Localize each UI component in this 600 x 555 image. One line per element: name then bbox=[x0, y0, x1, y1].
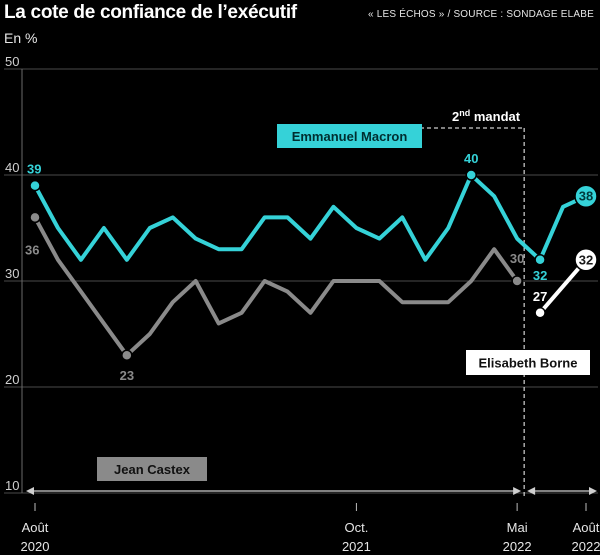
macron-legend-box bbox=[277, 124, 422, 148]
second-term-label: 2nd mandat bbox=[452, 108, 521, 124]
borne-value-label: 27 bbox=[533, 289, 547, 304]
y-tick-label-50: 50 bbox=[5, 54, 19, 69]
macron-point-marker bbox=[29, 179, 41, 192]
castex-value-label: 30 bbox=[510, 251, 524, 266]
x-tick-label: Oct. bbox=[344, 520, 368, 535]
x-tick-label: Août bbox=[22, 520, 49, 535]
y-tick-label-20: 20 bbox=[5, 372, 19, 387]
x-tick-year: 2022 bbox=[572, 539, 600, 554]
macron-end-marker bbox=[574, 184, 598, 208]
castex-point-marker bbox=[511, 275, 523, 287]
castex-value-label: 36 bbox=[25, 242, 39, 257]
macron-end-label: 38 bbox=[579, 189, 593, 204]
castex-legend-box bbox=[97, 457, 207, 481]
macron-point-marker bbox=[534, 254, 546, 266]
x-tick-year: 2020 bbox=[21, 539, 50, 554]
chart-title: La cote de confiance de l’exécutif bbox=[4, 2, 297, 23]
borne-legend-box bbox=[466, 350, 590, 375]
macron-line bbox=[33, 173, 588, 262]
castex-line bbox=[33, 215, 520, 358]
x-tick-label: Mai bbox=[507, 520, 528, 535]
y-tick-label-10: 10 bbox=[5, 478, 19, 493]
macron-value-label: 32 bbox=[533, 268, 547, 283]
borne-legend-label: Elisabeth Borne bbox=[479, 356, 578, 371]
castex-period-arrow-head-right bbox=[513, 487, 522, 495]
x-tick-label: Août bbox=[573, 520, 600, 535]
castex-legend-label: Jean Castex bbox=[114, 462, 191, 477]
borne-period-arrow-head-left bbox=[527, 487, 536, 495]
y-tick-label-30: 30 bbox=[5, 266, 19, 281]
castex-point-marker bbox=[121, 349, 133, 361]
x-tick-year: 2021 bbox=[342, 539, 371, 554]
macron-value-label: 39 bbox=[27, 162, 41, 177]
macron-point-marker bbox=[465, 169, 477, 181]
y-axis-unit: En % bbox=[4, 30, 38, 46]
borne-period-arrow-head-right bbox=[589, 487, 597, 495]
x-tick-year: 2022 bbox=[503, 539, 532, 554]
borne-end-marker bbox=[574, 248, 598, 272]
castex-point-marker bbox=[29, 211, 41, 224]
borne-end-label: 32 bbox=[579, 252, 593, 267]
chart-source: « LES ÉCHOS » / SOURCE : SONDAGE ELABE bbox=[367, 9, 594, 20]
y-tick-label-40: 40 bbox=[5, 160, 19, 175]
macron-legend-label: Emmanuel Macron bbox=[292, 129, 408, 144]
borne-point-marker bbox=[534, 307, 546, 319]
castex-value-label: 23 bbox=[120, 368, 134, 383]
macron-value-label: 40 bbox=[464, 151, 478, 166]
castex-period-arrow-head-left bbox=[26, 487, 34, 495]
